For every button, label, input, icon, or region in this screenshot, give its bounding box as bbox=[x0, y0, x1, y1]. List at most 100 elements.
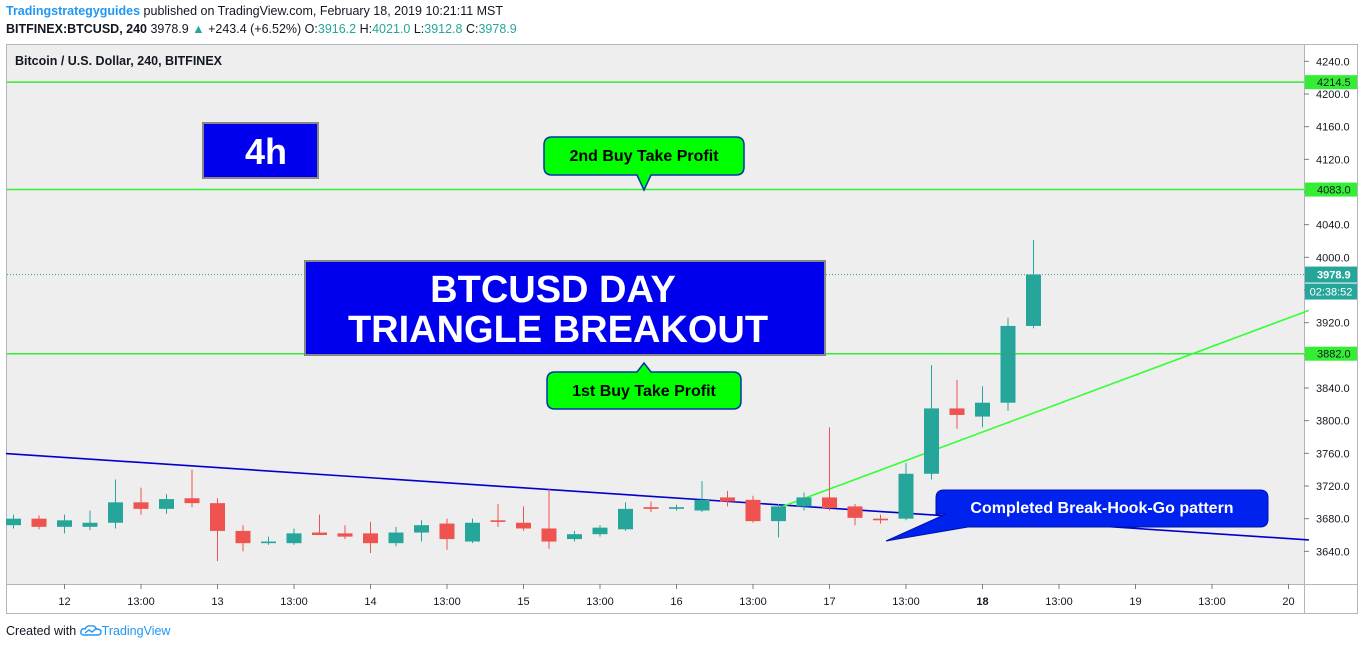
last-price-tag bbox=[1305, 266, 1357, 283]
x-tick-label: 13:00 bbox=[280, 596, 308, 608]
candle-body bbox=[618, 508, 633, 530]
candle-up bbox=[771, 503, 786, 538]
timeframe-label: 4h bbox=[245, 131, 287, 172]
candle-body bbox=[771, 506, 786, 522]
candle-up bbox=[6, 514, 21, 529]
candle-body bbox=[31, 518, 47, 527]
callout-1st-take-profit: 1st Buy Take Profit bbox=[546, 361, 742, 410]
candle-body bbox=[184, 498, 200, 504]
callout-pattern-label: Completed Break-Hook-Go pattern bbox=[970, 500, 1233, 517]
candle-down bbox=[516, 506, 531, 531]
last-price-text: 3978.9 bbox=[150, 22, 189, 36]
x-tick-label: 14 bbox=[364, 596, 376, 608]
callout-2nd-take-profit: 2nd Buy Take Profit bbox=[543, 136, 745, 192]
candle-body bbox=[82, 522, 98, 527]
y-tick-label: 3920.0 bbox=[1316, 318, 1350, 330]
last-price-label: 3978.9 bbox=[1317, 270, 1351, 282]
candle-down bbox=[337, 525, 353, 540]
candle-down bbox=[31, 515, 47, 530]
candle-down bbox=[439, 518, 455, 550]
candle-down bbox=[235, 525, 251, 552]
candle-down bbox=[312, 514, 327, 535]
x-tick-label: 19 bbox=[1129, 596, 1141, 608]
y-tick-label: 4160.0 bbox=[1316, 122, 1350, 134]
candle-body bbox=[592, 527, 608, 535]
candle-up bbox=[57, 514, 72, 534]
created-with-text: Created with bbox=[6, 624, 77, 638]
y-tick-label: 4240.0 bbox=[1316, 56, 1350, 68]
symbol-info: BITFINEX:BTCUSD, 240 3978.9 ▲ +243.4 (+6… bbox=[6, 22, 517, 36]
candle-body bbox=[57, 520, 72, 527]
countdown-tag bbox=[1305, 283, 1357, 300]
candlestick-chart[interactable]: 3640.03680.03720.03760.03800.03840.03880… bbox=[1, 44, 1358, 614]
candle-down bbox=[133, 487, 149, 515]
y-tick-label: 4200.0 bbox=[1316, 89, 1350, 101]
chart-container[interactable]: 3640.03680.03720.03760.03800.03840.03880… bbox=[1, 44, 1358, 614]
candle-body bbox=[465, 522, 480, 542]
candle-down bbox=[184, 469, 200, 508]
chart-title: Bitcoin / U.S. Dollar, 240, BITFINEX bbox=[15, 54, 223, 68]
candle-up bbox=[567, 530, 582, 542]
callout-2nd-label: 2nd Buy Take Profit bbox=[569, 148, 719, 165]
candle-up bbox=[592, 525, 608, 537]
candle-body bbox=[1026, 274, 1041, 326]
candle-up bbox=[924, 365, 939, 480]
candle-body bbox=[235, 530, 251, 544]
candle-body bbox=[286, 533, 302, 544]
candle-body bbox=[975, 402, 990, 417]
candle-body bbox=[363, 533, 378, 544]
candle-down bbox=[822, 427, 837, 511]
x-tick-label: 13:00 bbox=[586, 596, 614, 608]
close-value: 3978.9 bbox=[478, 22, 517, 36]
countdown-label: 02:38:52 bbox=[1310, 287, 1353, 299]
candle-body bbox=[490, 520, 506, 522]
footer: Created with TradingView bbox=[6, 624, 170, 638]
ascending-trendline bbox=[778, 309, 1310, 509]
x-tick-label: 13:00 bbox=[739, 596, 767, 608]
change-text: +243.4 (+6.52%) bbox=[208, 22, 302, 36]
candle-body bbox=[312, 532, 327, 535]
open-value: 3916.2 bbox=[317, 22, 357, 36]
y-tick-label: 3680.0 bbox=[1316, 514, 1350, 526]
level-price-tag bbox=[1305, 346, 1357, 361]
candle-body bbox=[669, 507, 684, 509]
callout-1st-label: 1st Buy Take Profit bbox=[572, 383, 716, 400]
y-tick-label: 4040.0 bbox=[1316, 220, 1350, 232]
candle-up bbox=[898, 463, 914, 521]
candle-up bbox=[159, 494, 174, 514]
level-price-label: 4083.0 bbox=[1317, 185, 1351, 197]
candle-down bbox=[490, 503, 506, 527]
timeframe-box bbox=[202, 122, 319, 179]
candle-up bbox=[975, 386, 990, 428]
x-tick-label: 12 bbox=[58, 596, 70, 608]
y-tick-label: 3760.0 bbox=[1316, 448, 1350, 460]
candle-down bbox=[363, 521, 378, 553]
candle-body bbox=[745, 499, 761, 522]
y-tick-label: 3840.0 bbox=[1316, 383, 1350, 395]
candle-down bbox=[847, 503, 863, 526]
candle-up bbox=[82, 510, 98, 531]
candle-body bbox=[6, 518, 21, 526]
x-tick-label: 18 bbox=[976, 596, 988, 608]
close-label: C: bbox=[465, 22, 479, 36]
tradingview-link[interactable]: TradingView bbox=[101, 624, 171, 638]
candle-up bbox=[465, 518, 480, 544]
publish-info: Tradingstrategyguides published on Tradi… bbox=[6, 4, 503, 18]
title-line-2: TRIANGLE BREAKOUT bbox=[348, 309, 768, 351]
candle-body bbox=[388, 532, 404, 544]
x-tick-label: 13:00 bbox=[127, 596, 155, 608]
low-label: L: bbox=[413, 22, 425, 36]
candle-body bbox=[337, 533, 353, 537]
author-link[interactable]: Tradingstrategyguides bbox=[6, 4, 141, 18]
candle-body bbox=[210, 503, 225, 531]
candle-body bbox=[108, 502, 123, 523]
candle-body bbox=[133, 502, 149, 509]
candle-up bbox=[261, 536, 276, 545]
x-tick-label: 13:00 bbox=[892, 596, 920, 608]
candle-body bbox=[720, 497, 735, 502]
candle-body bbox=[414, 525, 429, 533]
x-tick-label: 16 bbox=[670, 596, 682, 608]
level-price-tag bbox=[1305, 75, 1357, 90]
published-text: published on TradingView.com, February 1… bbox=[143, 4, 504, 18]
y-tick-label: 3720.0 bbox=[1316, 481, 1350, 493]
